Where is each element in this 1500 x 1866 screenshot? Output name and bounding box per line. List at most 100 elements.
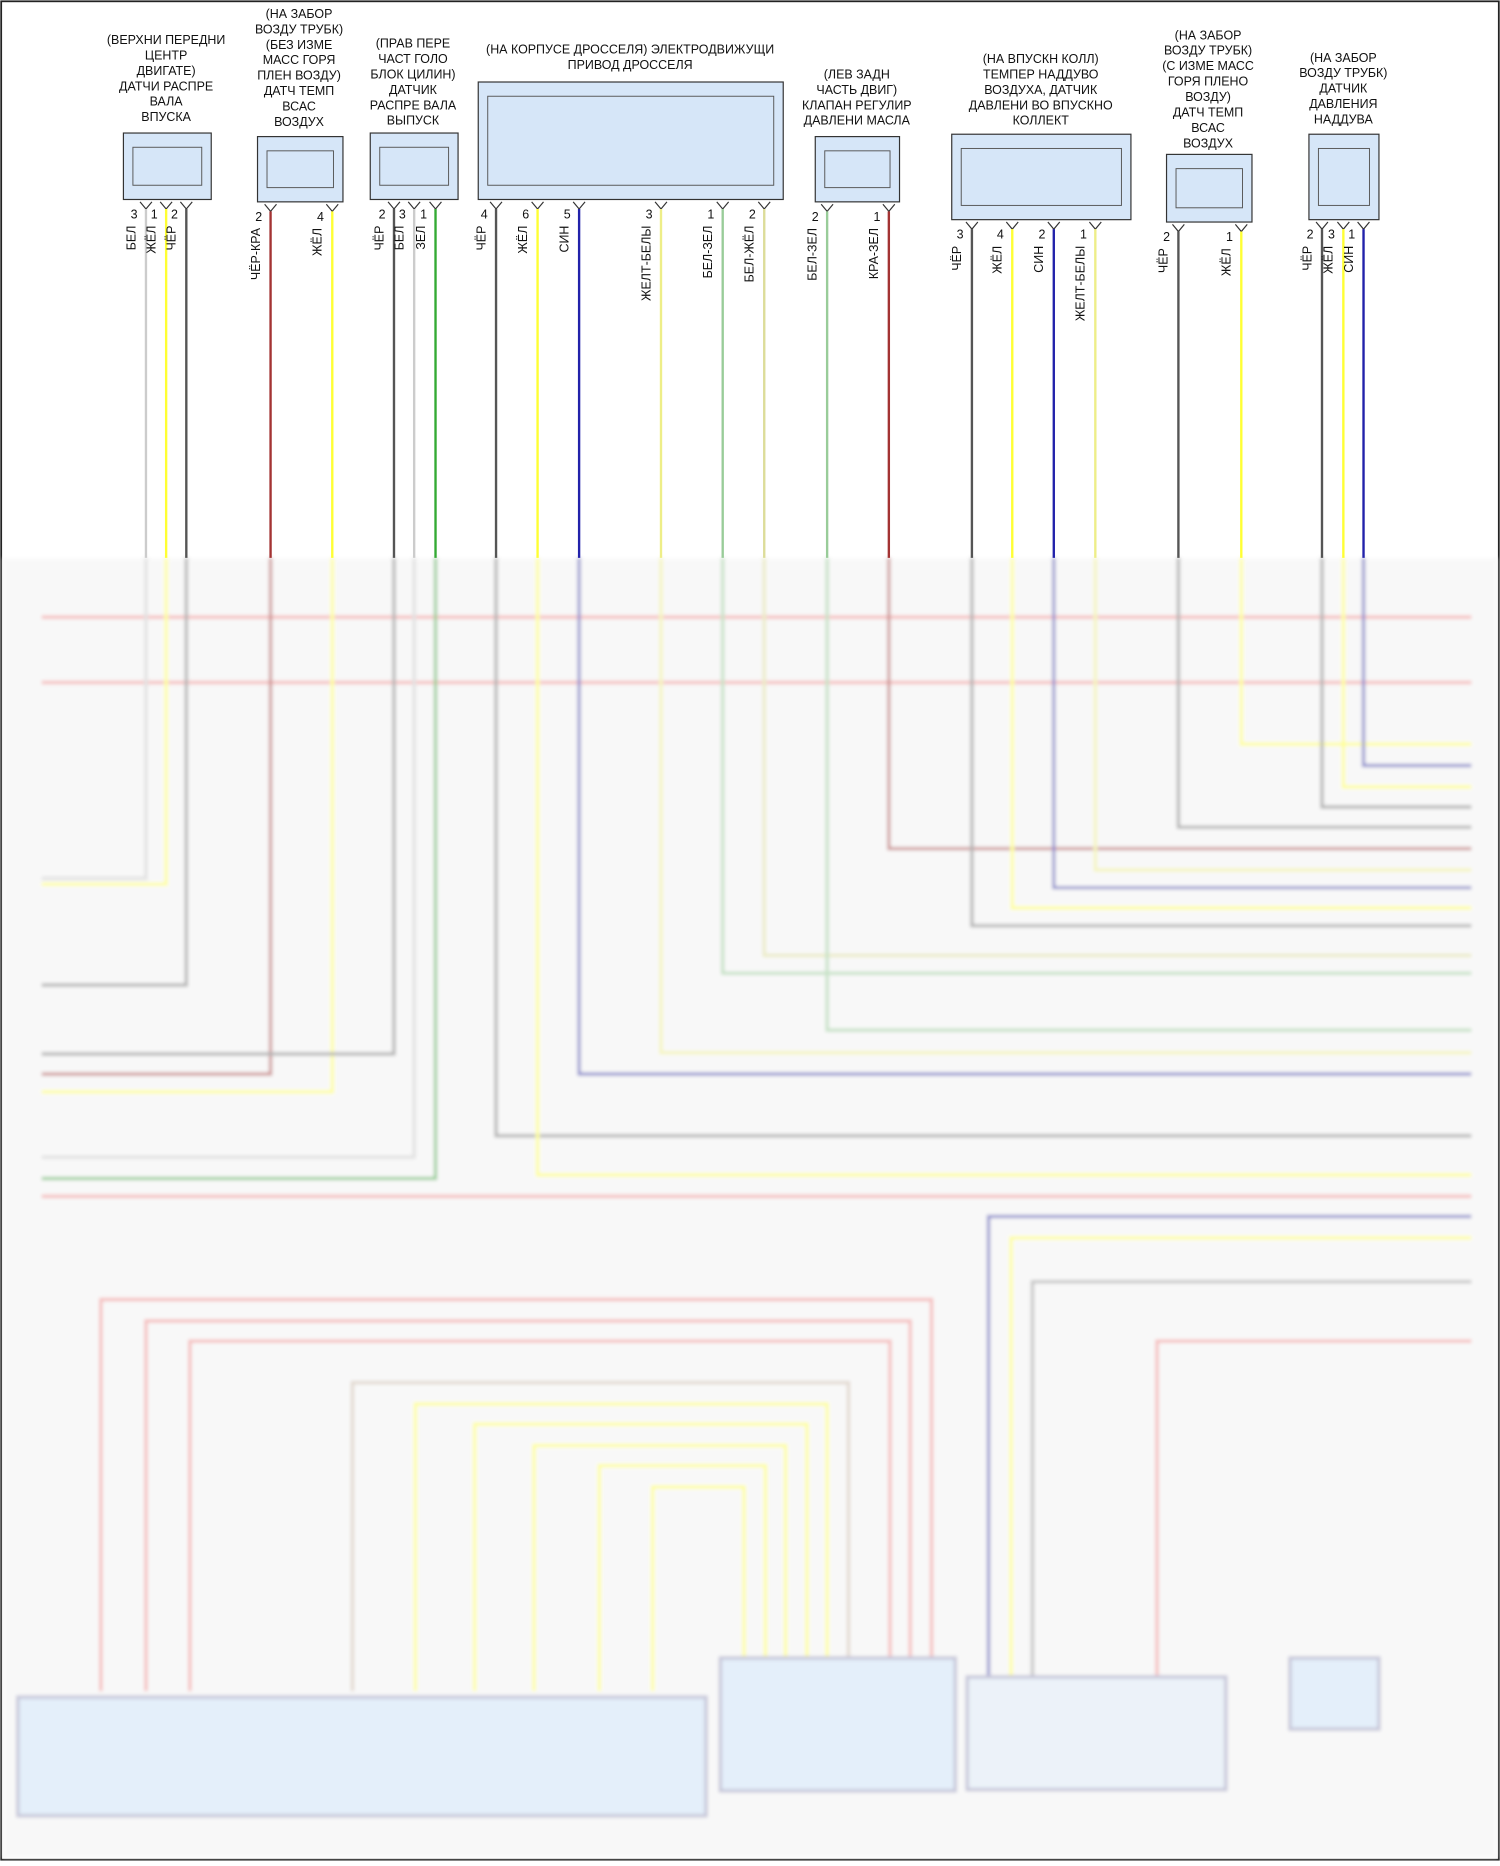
- wire-label: БЕЛ: [124, 226, 138, 251]
- component-inner: [487, 95, 775, 186]
- pin-number: 1: [1226, 230, 1233, 244]
- component-label: ЧАСТ ГОЛО: [378, 52, 448, 66]
- wire-label: КРА-ЗЕЛ: [867, 228, 881, 279]
- wire-label: ЖЁЛ: [311, 228, 325, 256]
- component-label: ДАТЧ ТЕМП: [1173, 105, 1243, 119]
- pin-number: 4: [317, 210, 324, 224]
- component-inner: [1317, 147, 1370, 206]
- pin-number: 6: [522, 207, 529, 221]
- component-label: ВСАС: [1191, 121, 1225, 135]
- blurred-lower-area: [2, 557, 1498, 1859]
- wire-label: БЕЛ-ЗЕЛ: [701, 226, 715, 279]
- component-label: (С ИЗМЕ МАСС: [1162, 59, 1254, 73]
- wire-label: ЧЁР-КРА: [249, 227, 263, 280]
- wire-label: ЧЁР: [1300, 246, 1314, 271]
- wire-label: ЧЁР: [165, 226, 179, 251]
- pin-number: 1: [1080, 228, 1087, 242]
- pin-number: 2: [255, 210, 262, 224]
- component-label: ДАТЧИК: [389, 83, 438, 97]
- component: (НА ВПУСКН КОЛЛ)ТЕМПЕР НАДДУВО ВОЗДУХА, Д…: [950, 52, 1132, 558]
- wire-label: ЖЕЛТ-БЕЛЫ: [639, 226, 653, 301]
- pin-number: 2: [1038, 228, 1045, 242]
- wire-label: ЧЁР: [372, 226, 386, 251]
- pin-number: 3: [646, 207, 653, 221]
- component-box: [1165, 153, 1253, 223]
- component-inner: [132, 146, 203, 186]
- component: (НА ЗАБОР ВОЗДУ ТРУБК)(С ИЗМЕ МАСС ГОРЯ ПЛ…: [1157, 28, 1254, 558]
- component-label: (НА ЗАБОР: [1175, 28, 1242, 42]
- component-label: ВОЗДУ ТРУБК): [1164, 44, 1252, 58]
- component-label: (ВЕРХНИ ПЕРЕДНИ: [107, 33, 225, 47]
- component-label: ДАТЧИК: [1319, 82, 1368, 96]
- component-label: (НА ВПУСКН КОЛЛ): [983, 52, 1099, 66]
- component-box: [951, 133, 1132, 221]
- component-label: ВПУСКА: [141, 110, 191, 124]
- component-label: ГОРЯ ПЛЕНО: [1168, 75, 1249, 89]
- component-label: (НА КОРПУСЕ ДРОССЕЛЯ) ЭЛЕКТРОДВИЖУЩИ: [486, 43, 774, 57]
- wire-label: ЧЁР: [1157, 248, 1171, 273]
- component-label: КЛАПАН РЕГУЛИР: [802, 98, 912, 112]
- pin-number: 2: [812, 210, 819, 224]
- component-label: ПРИВОД ДРОССЕЛЯ: [568, 58, 693, 72]
- component-label: ДАВЛЕНИЯ: [1309, 97, 1377, 111]
- component-box: [122, 132, 212, 201]
- component-box: [369, 132, 459, 201]
- component-box: [1308, 133, 1380, 221]
- component-label: ВОЗДУХА, ДАТЧИК: [984, 83, 1098, 97]
- component-label: ВОЗДУ ТРУБК): [255, 22, 343, 36]
- component-label: ВОЗДУХ: [274, 115, 325, 129]
- pin-number: 3: [131, 207, 138, 221]
- pin-number: 1: [874, 210, 881, 224]
- component-label: (БЕЗ ИЗМЕ: [266, 38, 333, 52]
- component-label: КОЛЛЕКТ: [1013, 114, 1070, 128]
- pin-number: 3: [957, 228, 964, 242]
- component-label: ТЕМПЕР НАДДУВО: [983, 67, 1099, 81]
- component-label: (ПРАВ ПЕРЕ: [376, 37, 451, 51]
- wire-label: СИН: [1032, 246, 1046, 273]
- component-label: (НА ЗАБОР: [1310, 51, 1377, 65]
- component-label: БЛОК ЦИЛИН): [370, 67, 455, 81]
- wire-label: БЕЛ-ЗЕЛ: [805, 228, 819, 281]
- wire-label: СИН: [1342, 246, 1356, 273]
- wire-label: ЖЁЛ: [1220, 248, 1234, 276]
- pin-number: 3: [1328, 228, 1335, 242]
- component-label: НАДДУВА: [1314, 113, 1374, 127]
- component-label: ДАТЧИ РАСПРЕ: [119, 79, 213, 93]
- component-label: МАСС ГОРЯ: [263, 53, 336, 67]
- wire-label: БЕЛ: [392, 226, 406, 251]
- pin-number: 1: [1348, 228, 1355, 242]
- component-label: ЧАСТЬ ДВИГ): [816, 83, 897, 97]
- component: (НА КОРПУСЕ ДРОССЕЛЯ) ЭЛЕКТРОДВИЖУЩИПРИВ…: [474, 43, 784, 558]
- component-label: ДАВЛЕНИ ВО ВПУСКНО: [969, 98, 1113, 112]
- pin-number: 2: [749, 207, 756, 221]
- pin-number: 2: [1163, 230, 1170, 244]
- component-label: ВОЗДУ): [1185, 90, 1231, 104]
- pin-number: 3: [399, 207, 406, 221]
- pin-number: 1: [707, 207, 714, 221]
- component-inner: [266, 150, 334, 189]
- wire-label: СИН: [557, 226, 571, 253]
- component-label: ВСАС: [282, 99, 316, 113]
- pin-number: 2: [1307, 228, 1314, 242]
- wire-label: ЗЕЛ: [414, 226, 428, 250]
- pin-number: 4: [481, 207, 488, 221]
- pin-number: 2: [379, 207, 386, 221]
- component-label: ВОЗДУХ: [1183, 136, 1234, 150]
- component-box: [256, 135, 344, 203]
- pin-number: 5: [564, 207, 571, 221]
- component-label: (ЛЕВ ЗАДН: [824, 67, 890, 81]
- wire-label: ЧЁР: [474, 226, 488, 251]
- component-label: ДВИГАТЕ): [137, 64, 196, 78]
- wire-label: ЖЁЛ: [991, 246, 1005, 274]
- wire-label: ЧЁР: [950, 246, 964, 271]
- component-inner: [379, 146, 450, 186]
- component-box: [814, 135, 901, 203]
- wire-label: ЖЕЛТ-БЕЛЫ: [1074, 246, 1088, 321]
- component-label: РАСПРЕ ВАЛА: [370, 98, 457, 112]
